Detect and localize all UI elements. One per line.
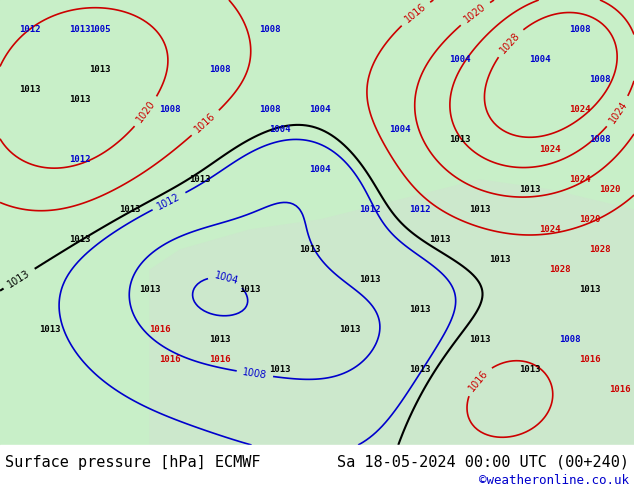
- Text: 1013: 1013: [299, 245, 321, 254]
- Text: 1008: 1008: [569, 25, 591, 34]
- Text: 1012: 1012: [69, 155, 91, 165]
- Text: 1016: 1016: [609, 386, 631, 394]
- Text: 1013: 1013: [6, 268, 32, 290]
- Text: 1008: 1008: [559, 336, 581, 344]
- Text: 1020: 1020: [462, 2, 488, 25]
- Text: 1013: 1013: [339, 325, 361, 335]
- Text: 1013: 1013: [469, 205, 491, 215]
- Text: 1004: 1004: [309, 105, 331, 115]
- Text: 1013: 1013: [450, 136, 471, 145]
- Text: 1013: 1013: [19, 85, 41, 95]
- Text: 1008: 1008: [242, 367, 268, 381]
- Text: 1016: 1016: [159, 356, 181, 365]
- Text: 1012: 1012: [19, 25, 41, 34]
- Text: 1020: 1020: [579, 216, 601, 224]
- Text: 1028: 1028: [549, 266, 571, 274]
- Text: 1013: 1013: [69, 96, 91, 104]
- Text: 1013: 1013: [89, 66, 111, 74]
- Text: 1028: 1028: [498, 30, 522, 55]
- Text: 1004: 1004: [529, 55, 551, 65]
- Text: ©weatheronline.co.uk: ©weatheronline.co.uk: [479, 473, 629, 487]
- Text: 1016: 1016: [193, 111, 218, 135]
- Text: 1008: 1008: [159, 105, 181, 115]
- Text: 1024: 1024: [540, 225, 560, 235]
- Text: 1013: 1013: [69, 236, 91, 245]
- Text: 1012: 1012: [359, 205, 381, 215]
- Text: 1020: 1020: [135, 99, 158, 124]
- Text: 1028: 1028: [589, 245, 611, 254]
- Text: 1004: 1004: [269, 125, 291, 134]
- Bar: [0, 445, 634, 490]
- Text: 1008: 1008: [589, 136, 611, 145]
- Text: 1024: 1024: [540, 146, 560, 154]
- Text: 1013: 1013: [239, 286, 261, 294]
- Text: 1024: 1024: [569, 105, 591, 115]
- Text: 1004: 1004: [389, 125, 411, 134]
- Text: 1016: 1016: [209, 356, 231, 365]
- Text: 1024: 1024: [569, 175, 591, 185]
- Text: 1016: 1016: [579, 356, 601, 365]
- Text: 1020: 1020: [599, 186, 621, 195]
- Text: 1013: 1013: [209, 336, 231, 344]
- Text: 1012: 1012: [410, 205, 430, 215]
- Polygon shape: [150, 180, 634, 490]
- Text: 1013: 1013: [139, 286, 161, 294]
- Text: 1013: 1013: [429, 236, 451, 245]
- Text: 1016: 1016: [467, 368, 489, 393]
- Text: 1008: 1008: [209, 66, 231, 74]
- Text: 1013: 1013: [519, 366, 541, 374]
- Text: 1005: 1005: [89, 25, 111, 34]
- Text: 1004: 1004: [309, 166, 331, 174]
- Text: 1012: 1012: [156, 191, 182, 211]
- Text: 1024: 1024: [607, 99, 630, 125]
- Text: 1013: 1013: [359, 275, 381, 285]
- Text: 1013: 1013: [69, 25, 91, 34]
- Text: 1013: 1013: [410, 305, 430, 315]
- Text: Sa 18-05-2024 00:00 UTC (00+240): Sa 18-05-2024 00:00 UTC (00+240): [337, 455, 629, 469]
- Text: Surface pressure [hPa] ECMWF: Surface pressure [hPa] ECMWF: [5, 455, 261, 469]
- Text: 1008: 1008: [259, 25, 281, 34]
- Text: 1013: 1013: [119, 205, 141, 215]
- Text: 1013: 1013: [410, 366, 430, 374]
- Text: 1004: 1004: [213, 270, 239, 287]
- Text: 1013: 1013: [39, 325, 61, 335]
- Text: 1004: 1004: [450, 55, 471, 65]
- Text: 1013: 1013: [519, 186, 541, 195]
- Text: 1016: 1016: [149, 325, 171, 335]
- Text: 1013: 1013: [579, 286, 601, 294]
- Text: 1013: 1013: [469, 336, 491, 344]
- Text: 1013: 1013: [489, 255, 511, 265]
- Text: 1016: 1016: [403, 2, 428, 25]
- Text: 1008: 1008: [259, 105, 281, 115]
- Text: 1013: 1013: [190, 175, 210, 185]
- Text: 1008: 1008: [589, 75, 611, 84]
- Text: 1013: 1013: [269, 366, 291, 374]
